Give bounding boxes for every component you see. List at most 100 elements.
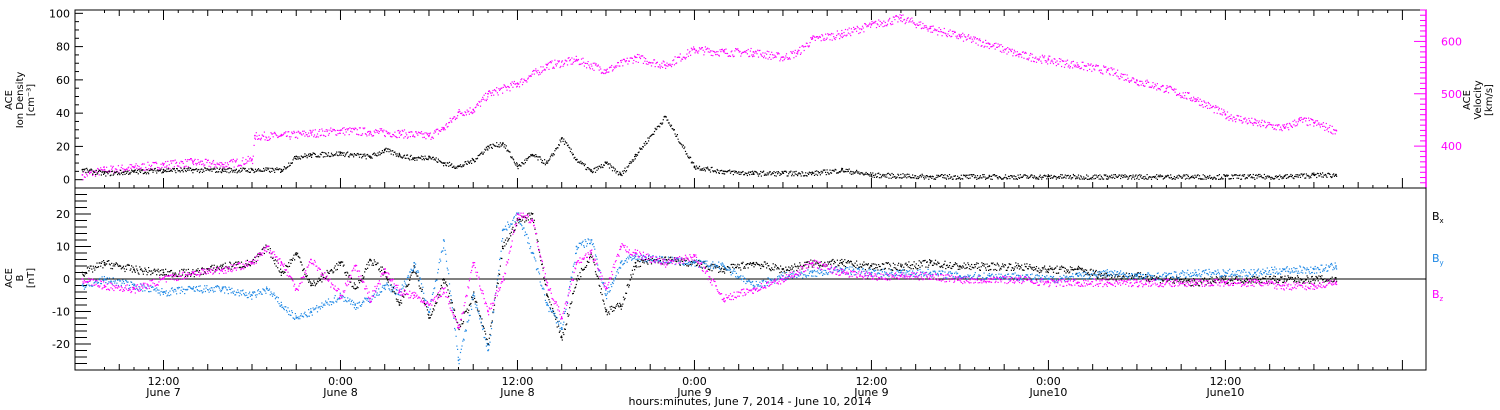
bx-point [365, 268, 367, 270]
density-point [1041, 176, 1043, 178]
density-point [201, 171, 203, 173]
bx-point [301, 264, 303, 266]
density-tick-label: 40 [56, 107, 70, 120]
velocity-point [347, 128, 350, 130]
velocity-point [1164, 91, 1166, 93]
bx-point [482, 325, 484, 327]
velocity-point [150, 166, 152, 168]
bx-point [1014, 266, 1016, 268]
velocity-point [634, 55, 636, 57]
velocity-point [1122, 74, 1125, 76]
velocity-point [601, 71, 603, 73]
bx-point [884, 267, 886, 269]
bx-point [652, 260, 654, 262]
density-point [336, 151, 338, 153]
velocity-point [222, 166, 224, 168]
density-point [1117, 175, 1119, 177]
velocity-point [466, 109, 468, 111]
bx-point [257, 256, 260, 258]
velocity-point [1285, 126, 1287, 128]
bx-point [217, 266, 219, 269]
bx-point [375, 263, 378, 266]
velocity-point [987, 42, 989, 44]
density-point [311, 156, 313, 158]
bx-point [426, 306, 428, 308]
bx-point [927, 266, 929, 268]
velocity-point [388, 133, 390, 135]
bx-point [218, 268, 220, 270]
density-point [175, 172, 177, 174]
velocity-point [923, 25, 925, 27]
density-point [93, 171, 95, 173]
density-point [1259, 173, 1261, 176]
density-point [1168, 177, 1170, 179]
bx-point [151, 272, 153, 274]
bx-point [865, 263, 867, 265]
bx-point [569, 303, 571, 305]
density-point [490, 144, 492, 146]
velocity-point [980, 45, 982, 47]
velocity-point [622, 58, 625, 60]
density-point [763, 174, 765, 176]
density-point [829, 169, 831, 171]
velocity-point [766, 50, 768, 52]
velocity-point [761, 55, 763, 57]
density-point [187, 167, 189, 169]
velocity-point [243, 163, 246, 165]
density-point [277, 169, 279, 171]
velocity-point [1061, 60, 1063, 62]
density-point [417, 157, 419, 159]
velocity-point [717, 51, 719, 53]
velocity-point [677, 56, 679, 58]
bx-point [976, 262, 978, 264]
density-point [604, 161, 606, 163]
bx-point [555, 317, 557, 319]
bx-point [356, 286, 358, 288]
density-point [1162, 175, 1164, 177]
velocity-point [147, 161, 149, 163]
bx-point [786, 268, 788, 271]
bx-point [458, 328, 460, 331]
density-point [961, 178, 963, 180]
velocity-point [416, 133, 418, 135]
density-point [844, 170, 846, 172]
bx-point [638, 266, 640, 268]
velocity-point [1208, 103, 1210, 105]
bx-point [931, 264, 934, 266]
bx-point [152, 272, 154, 274]
velocity-point [1199, 98, 1201, 100]
bx-point [553, 313, 555, 315]
bx-point [366, 263, 368, 266]
velocity-point [226, 162, 229, 164]
density-point [605, 161, 607, 163]
density-point [469, 161, 471, 163]
bx-point [583, 268, 585, 270]
bx-point [734, 264, 736, 266]
velocity-point [1235, 121, 1237, 123]
density-point [119, 174, 121, 176]
bx-point [670, 259, 673, 261]
density-point [1114, 174, 1116, 176]
velocity-point [156, 166, 159, 169]
bx-point [468, 304, 470, 306]
density-point [682, 144, 684, 146]
velocity-point [509, 90, 511, 92]
density-point [775, 175, 777, 177]
velocity-point [433, 132, 435, 134]
density-point [871, 176, 873, 178]
density-point [1223, 174, 1225, 176]
velocity-point [306, 134, 308, 136]
velocity-point [1238, 119, 1240, 121]
velocity-point [1177, 94, 1179, 96]
velocity-point [1191, 100, 1193, 102]
velocity-point [488, 90, 490, 92]
density-point [1032, 177, 1035, 179]
velocity-point [830, 32, 833, 35]
bx-point [749, 263, 751, 265]
velocity-point [676, 56, 678, 58]
bx-point [785, 266, 787, 268]
density-point [1167, 174, 1169, 176]
bx-point [212, 267, 215, 269]
bx-point [702, 261, 704, 263]
bx-point [582, 269, 584, 271]
